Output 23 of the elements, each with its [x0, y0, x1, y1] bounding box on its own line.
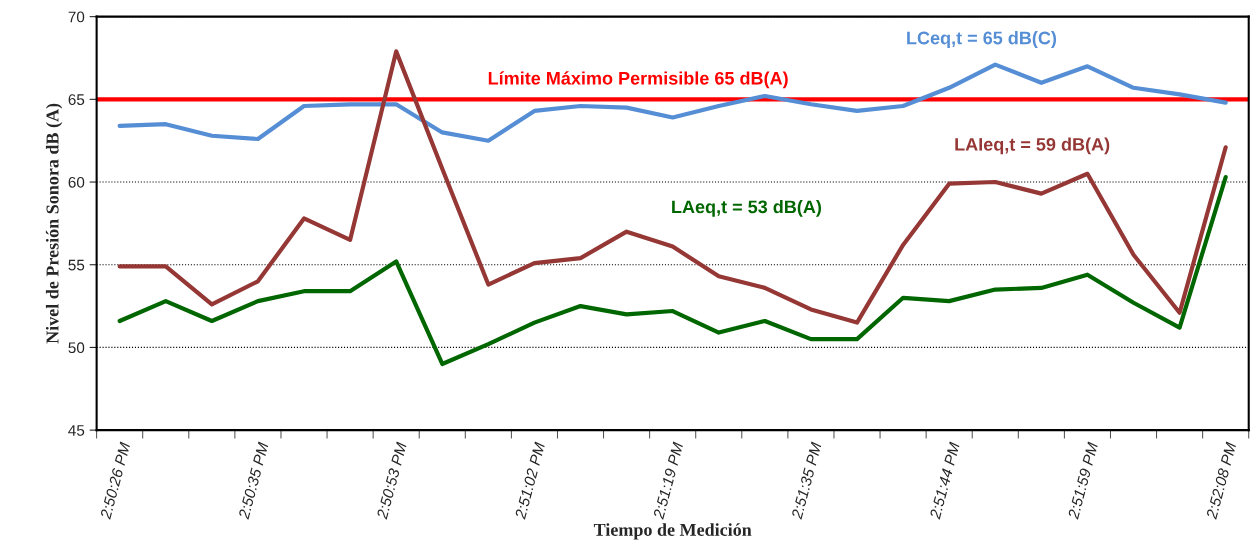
y-tick-label: 60 — [68, 176, 85, 188]
x-tick-label: 2:51:02 PM — [514, 441, 546, 520]
x-axis-title: Tiempo de Medición — [593, 523, 752, 540]
y-tick-label: 55 — [68, 259, 85, 271]
y-tick-label: 70 — [68, 11, 85, 23]
y-tick-label: 65 — [68, 94, 85, 106]
x-tick-label: 2:50:35 PM — [238, 441, 269, 520]
x-tick-label: 2:51:35 PM — [791, 441, 822, 520]
x-tick-label: 2:51:59 PM — [1067, 441, 1099, 520]
x-tick-label: 2:50:53 PM — [376, 441, 408, 520]
text: LAeq,t = 53 dB(A) — [672, 199, 822, 217]
x-tick-label: 2:51:19 PM — [652, 441, 684, 520]
line-series — [117, 49, 1228, 325]
series-label: LAIeq,t = 59 dB(A) — [955, 137, 1110, 155]
y-axis-title: Nivel de Presión Sonora dB (A) — [45, 103, 63, 344]
line-series — [117, 174, 1228, 367]
x-tick-label: 2:51:44 PM — [929, 441, 961, 520]
y-tick-label: 45 — [68, 425, 85, 436]
series-label: LCeq,t = 65 dB(C) — [907, 31, 1057, 48]
ref-line-label: Límite Máximo Permisible 65 dB(A) — [488, 71, 788, 89]
y-tick-label: 50 — [68, 342, 85, 354]
x-tick-label: 2:52:08 PM — [1205, 441, 1237, 520]
x-tick-label: 2:50:26 PM — [99, 441, 131, 520]
